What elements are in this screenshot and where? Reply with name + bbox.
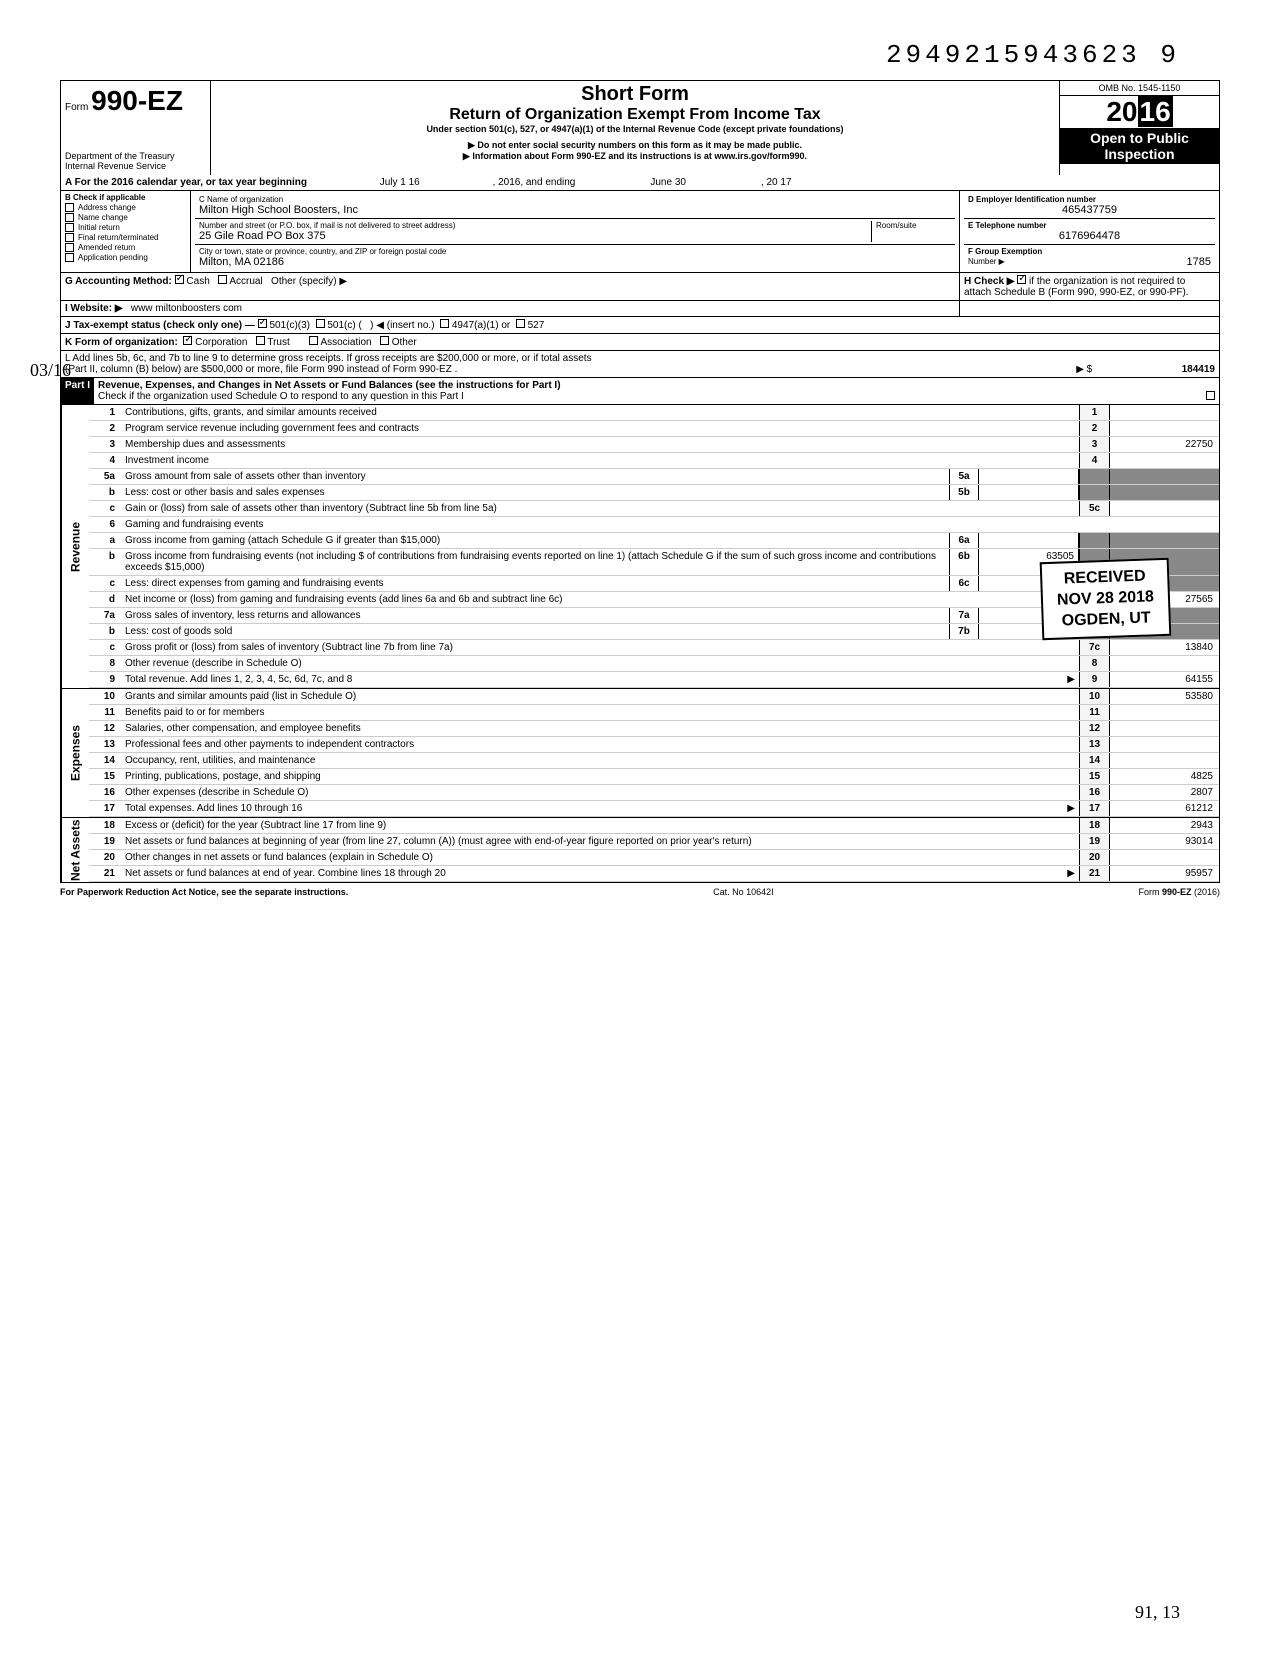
line-19: 19Net assets or fund balances at beginni… xyxy=(89,834,1219,850)
line-g: G Accounting Method: Cash Accrual Other … xyxy=(61,273,959,300)
line-j: J Tax-exempt status (check only one) — 5… xyxy=(60,317,1220,334)
part1-header: Part I Revenue, Expenses, and Changes in… xyxy=(60,378,1220,405)
line-13: 13Professional fees and other payments t… xyxy=(89,737,1219,753)
org-city: Milton, MA 02186 xyxy=(199,256,951,268)
footer: For Paperwork Reduction Act Notice, see … xyxy=(60,883,1220,897)
line-7c: cGross profit or (loss) from sales of in… xyxy=(89,640,1219,656)
line-5c: cGain or (loss) from sale of assets othe… xyxy=(89,501,1219,517)
line-11: 11Benefits paid to or for members11 xyxy=(89,705,1219,721)
title-short-form: Short Form xyxy=(217,83,1053,106)
section-d: D Employer Identification number 4654377… xyxy=(964,193,1215,219)
dept-irs: Internal Revenue Service xyxy=(65,161,206,171)
line-9: 9Total revenue. Add lines 1, 2, 3, 4, 5c… xyxy=(89,672,1219,688)
omb: OMB No. 1545-1150 xyxy=(1060,81,1219,96)
open-to-public: Open to Public Inspection xyxy=(1060,128,1219,164)
handwritten-total: 91, 13 xyxy=(1135,1602,1180,1623)
section-c: C Name of organization Milton High Schoo… xyxy=(191,191,959,272)
form-number: Form 990-EZ xyxy=(65,85,206,117)
subtitle: Under section 501(c), 527, or 4947(a)(1)… xyxy=(217,124,1053,134)
line-17: 17Total expenses. Add lines 10 through 1… xyxy=(89,801,1219,817)
line-1: 1Contributions, gifts, grants, and simil… xyxy=(89,405,1219,421)
received-stamp: RECEIVED NOV 28 2018 OGDEN, UT xyxy=(1040,558,1172,641)
sidebar-revenue: Revenue xyxy=(61,405,89,688)
netassets-block: Net Assets 18Excess or (deficit) for the… xyxy=(60,818,1220,883)
line-21: 21Net assets or fund balances at end of … xyxy=(89,866,1219,882)
dept-treasury: Department of the Treasury xyxy=(65,151,206,161)
sidebar-netassets: Net Assets xyxy=(61,818,89,882)
sidebar-expenses: Expenses xyxy=(61,689,89,817)
line-5b: bLess: cost or other basis and sales exp… xyxy=(89,485,1219,501)
line-12: 12Salaries, other compensation, and empl… xyxy=(89,721,1219,737)
line-l: L Add lines 5b, 6c, and 7b to line 9 to … xyxy=(60,351,1220,378)
revenue-block: Revenue 1Contributions, gifts, grants, a… xyxy=(60,405,1220,689)
line-14: 14Occupancy, rent, utilities, and mainte… xyxy=(89,753,1219,769)
line-16: 16Other expenses (describe in Schedule O… xyxy=(89,785,1219,801)
margin-date: 03/16 xyxy=(30,360,71,381)
line-6: 6Gaming and fundraising events xyxy=(89,517,1219,533)
warn-ssn: ▶ Do not enter social security numbers o… xyxy=(217,140,1053,151)
tax-year: 2016 xyxy=(1060,96,1219,128)
line-6a: aGross income from gaming (attach Schedu… xyxy=(89,533,1219,549)
section-e: E Telephone number 6176964478 xyxy=(964,219,1215,245)
line-4: 4Investment income4 xyxy=(89,453,1219,469)
dln: 2949215943623 9 xyxy=(60,40,1220,70)
line-a: A For the 2016 calendar year, or tax yea… xyxy=(60,175,1220,191)
title-return: Return of Organization Exempt From Incom… xyxy=(217,106,1053,124)
line-5a: 5aGross amount from sale of assets other… xyxy=(89,469,1219,485)
section-f: F Group Exemption Number ▶ 1785 xyxy=(964,245,1215,270)
warn-info: ▶ Information about Form 990-EZ and its … xyxy=(217,151,1053,162)
line-h: H Check ▶ if the organization is not req… xyxy=(959,273,1219,300)
line-8: 8Other revenue (describe in Schedule O)8 xyxy=(89,656,1219,672)
expenses-block: Expenses 10Grants and similar amounts pa… xyxy=(60,689,1220,818)
form-header: Form 990-EZ Department of the Treasury I… xyxy=(60,80,1220,175)
line-3: 3Membership dues and assessments322750 xyxy=(89,437,1219,453)
line-2: 2Program service revenue including gover… xyxy=(89,421,1219,437)
org-name: Milton High School Boosters, Inc xyxy=(199,204,951,216)
line-10: 10Grants and similar amounts paid (list … xyxy=(89,689,1219,705)
org-address: 25 Gile Road PO Box 375 xyxy=(199,230,871,242)
line-15: 15Printing, publications, postage, and s… xyxy=(89,769,1219,785)
section-b: B Check if applicable Address change Nam… xyxy=(61,191,191,272)
line-20: 20Other changes in net assets or fund ba… xyxy=(89,850,1219,866)
line-18: 18Excess or (deficit) for the year (Subt… xyxy=(89,818,1219,834)
line-i: I Website: ▶ www miltonboosters com xyxy=(60,301,1220,317)
line-k: K Form of organization: Corporation Trus… xyxy=(60,334,1220,351)
